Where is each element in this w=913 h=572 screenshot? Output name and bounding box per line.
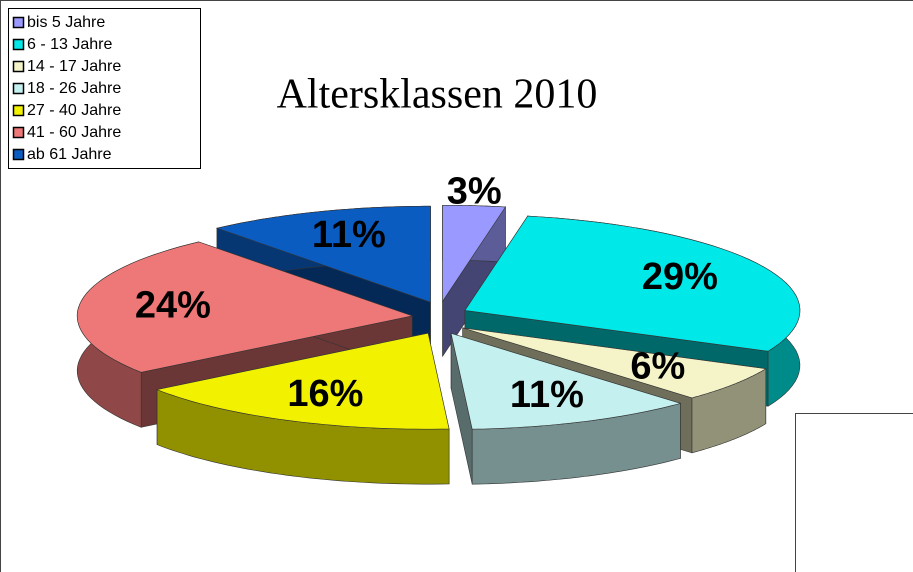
slice — [450, 332, 682, 485]
legend-label: 41 - 60 Jahre — [27, 124, 121, 141]
slice — [215, 205, 431, 303]
legend-label: 18 - 26 Jahre — [27, 80, 121, 97]
data-label: 11% — [510, 374, 584, 416]
slice — [156, 332, 450, 485]
frame — [795, 413, 913, 572]
slice — [76, 241, 414, 373]
data-label: 16% — [287, 373, 363, 415]
data-label: 11% — [312, 214, 386, 256]
legend-label: 14 - 17 Jahre — [27, 58, 121, 75]
data-label: 24% — [135, 284, 211, 326]
legend-label: 6 - 13 Jahre — [27, 36, 112, 53]
chart-title: Altersklassen 2010 — [277, 72, 598, 118]
slice — [156, 332, 450, 430]
legend-swatch — [12, 148, 25, 161]
legend-swatch — [12, 16, 25, 29]
legend: bis 5 Jahre 6 - 13 Jahre 14 - 17 Jahre 18 -… — [12, 14, 121, 163]
slice — [442, 205, 506, 358]
data-label: 29% — [642, 256, 718, 298]
pie — [76, 205, 801, 485]
legend-swatch — [12, 38, 25, 51]
data-label: 3% — [447, 171, 502, 213]
legend-label: bis 5 Jahre — [27, 14, 105, 31]
legend-swatch — [12, 104, 25, 117]
slice — [462, 327, 767, 399]
legend-swatch — [12, 82, 25, 95]
slice — [442, 205, 506, 303]
data-label: 6% — [630, 346, 685, 388]
legend-swatch — [12, 60, 25, 73]
slice — [450, 332, 682, 430]
legend-label: 27 - 40 Jahre — [27, 102, 121, 119]
legend-swatch — [12, 126, 25, 139]
legend-label: ab 61 Jahre — [27, 146, 112, 163]
slice — [464, 215, 801, 352]
labels: 3% 29% 6% 11% 16% 24% 11% — [135, 171, 718, 416]
legend-box — [8, 8, 201, 169]
